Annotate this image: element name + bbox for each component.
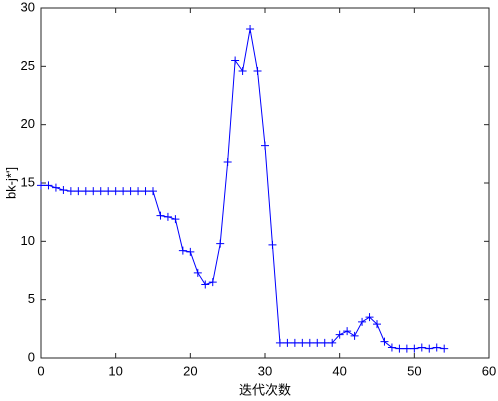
data-marker xyxy=(163,212,172,221)
data-marker xyxy=(343,327,352,336)
data-marker xyxy=(66,187,75,196)
y-tick-label: 25 xyxy=(21,58,35,73)
data-marker xyxy=(387,343,396,352)
data-marker xyxy=(111,187,120,196)
data-marker xyxy=(44,181,53,190)
data-marker xyxy=(313,338,322,347)
data-marker xyxy=(171,215,180,224)
data-marker xyxy=(305,338,314,347)
x-tick-label: 10 xyxy=(108,363,122,378)
data-marker xyxy=(186,247,195,256)
data-marker xyxy=(253,67,262,75)
y-tick-label: 5 xyxy=(28,291,35,306)
y-tick-label: 20 xyxy=(21,116,35,131)
data-marker xyxy=(373,320,381,329)
x-tick-label: 30 xyxy=(258,363,272,378)
data-marker xyxy=(156,211,165,220)
data-marker xyxy=(193,268,202,277)
data-marker xyxy=(231,56,240,65)
y-axis-label: bk-j*'] xyxy=(3,167,18,199)
data-marker xyxy=(74,187,83,196)
data-marker xyxy=(402,344,411,353)
data-marker xyxy=(358,317,367,326)
plot-frame xyxy=(40,7,490,359)
data-marker xyxy=(410,344,419,353)
x-tick-label: 50 xyxy=(407,363,421,378)
data-marker xyxy=(208,278,217,287)
data-marker xyxy=(238,67,247,75)
x-tick-label: 60 xyxy=(482,363,496,378)
data-marker xyxy=(246,25,255,33)
y-tick-label: 30 xyxy=(21,0,35,14)
data-marker xyxy=(328,338,337,347)
data-line xyxy=(41,28,445,350)
data-marker xyxy=(223,158,232,166)
data-marker xyxy=(275,338,284,347)
data-marker xyxy=(261,141,269,150)
data-marker xyxy=(298,338,307,347)
data-marker xyxy=(96,187,105,196)
data-marker xyxy=(216,239,225,248)
data-marker xyxy=(141,187,150,196)
data-marker xyxy=(51,183,60,192)
data-marker xyxy=(201,280,210,289)
x-tick-label: 40 xyxy=(332,363,346,378)
data-marker xyxy=(350,331,359,340)
data-marker xyxy=(380,337,389,346)
data-marker xyxy=(89,187,98,196)
data-marker xyxy=(425,344,434,353)
x-axis-label: 迭代次数 xyxy=(239,382,291,397)
data-marker xyxy=(104,187,113,196)
data-marker xyxy=(81,187,90,196)
data-marker xyxy=(178,246,187,255)
data-marker xyxy=(320,338,329,347)
data-marker xyxy=(126,187,135,196)
data-marker xyxy=(335,330,344,339)
x-tick-label: 0 xyxy=(37,363,44,378)
data-marker xyxy=(283,338,292,347)
y-tick-label: 0 xyxy=(28,349,35,364)
x-tick-label: 20 xyxy=(183,363,197,378)
y-tick-label: 15 xyxy=(21,174,35,189)
data-marker xyxy=(417,343,426,352)
y-tick-label: 10 xyxy=(21,233,35,248)
data-marker xyxy=(268,240,277,249)
data-marker xyxy=(365,313,374,322)
data-marker xyxy=(119,187,128,196)
data-marker xyxy=(290,338,299,347)
data-marker xyxy=(134,187,143,196)
data-marker xyxy=(432,343,441,352)
data-marker xyxy=(395,344,404,353)
data-marker xyxy=(440,344,449,353)
data-marker xyxy=(59,186,68,194)
data-marker xyxy=(37,181,45,190)
data-marker xyxy=(149,187,157,196)
